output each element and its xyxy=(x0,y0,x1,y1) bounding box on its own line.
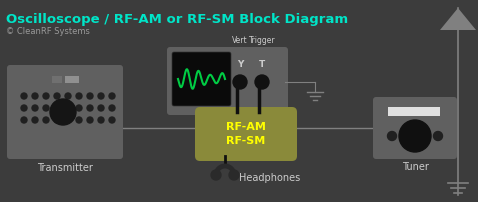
Circle shape xyxy=(21,117,27,123)
Circle shape xyxy=(21,93,27,99)
Circle shape xyxy=(65,117,71,123)
Text: Vert: Vert xyxy=(232,36,248,45)
FancyBboxPatch shape xyxy=(172,52,231,106)
Circle shape xyxy=(87,105,93,111)
Circle shape xyxy=(50,99,76,125)
Circle shape xyxy=(76,117,82,123)
Circle shape xyxy=(32,93,38,99)
Circle shape xyxy=(434,132,443,141)
FancyBboxPatch shape xyxy=(167,47,288,115)
Circle shape xyxy=(32,117,38,123)
Circle shape xyxy=(43,117,49,123)
Circle shape xyxy=(98,117,104,123)
Circle shape xyxy=(43,105,49,111)
Circle shape xyxy=(76,105,82,111)
Circle shape xyxy=(76,93,82,99)
Bar xyxy=(65,76,79,83)
Circle shape xyxy=(233,75,247,89)
Text: Y: Y xyxy=(237,60,243,69)
FancyBboxPatch shape xyxy=(373,97,457,159)
Bar xyxy=(52,76,62,83)
Text: Transmitter: Transmitter xyxy=(37,163,93,173)
Text: RF-AM
RF-SM: RF-AM RF-SM xyxy=(226,122,266,146)
Circle shape xyxy=(98,105,104,111)
Circle shape xyxy=(32,105,38,111)
FancyBboxPatch shape xyxy=(195,107,297,161)
Polygon shape xyxy=(440,8,476,30)
Circle shape xyxy=(229,170,239,180)
Circle shape xyxy=(87,93,93,99)
Circle shape xyxy=(255,75,269,89)
Text: © CleanRF Systems: © CleanRF Systems xyxy=(6,27,90,36)
Circle shape xyxy=(43,93,49,99)
Circle shape xyxy=(109,105,115,111)
Circle shape xyxy=(54,117,60,123)
Circle shape xyxy=(65,93,71,99)
Text: Headphones: Headphones xyxy=(239,173,300,183)
Text: Tuner: Tuner xyxy=(402,162,428,172)
Circle shape xyxy=(211,170,221,180)
Circle shape xyxy=(109,117,115,123)
Circle shape xyxy=(109,93,115,99)
Circle shape xyxy=(54,93,60,99)
Text: Oscilloscope / RF-AM or RF-SM Block Diagram: Oscilloscope / RF-AM or RF-SM Block Diag… xyxy=(6,13,348,26)
Circle shape xyxy=(399,120,431,152)
Bar xyxy=(388,107,440,116)
Circle shape xyxy=(21,105,27,111)
FancyBboxPatch shape xyxy=(7,65,123,159)
Text: Trigger: Trigger xyxy=(249,36,275,45)
Circle shape xyxy=(98,93,104,99)
Text: T: T xyxy=(259,60,265,69)
Circle shape xyxy=(388,132,396,141)
Circle shape xyxy=(87,117,93,123)
